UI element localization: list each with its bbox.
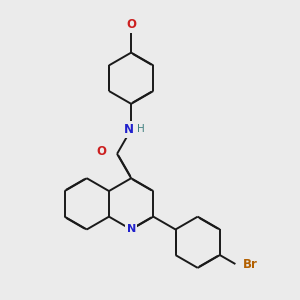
Text: N: N [127,224,136,235]
Text: Br: Br [243,257,258,271]
Text: N: N [124,123,134,136]
Text: H: H [137,124,145,134]
Text: O: O [97,145,107,158]
Text: O: O [126,18,136,31]
